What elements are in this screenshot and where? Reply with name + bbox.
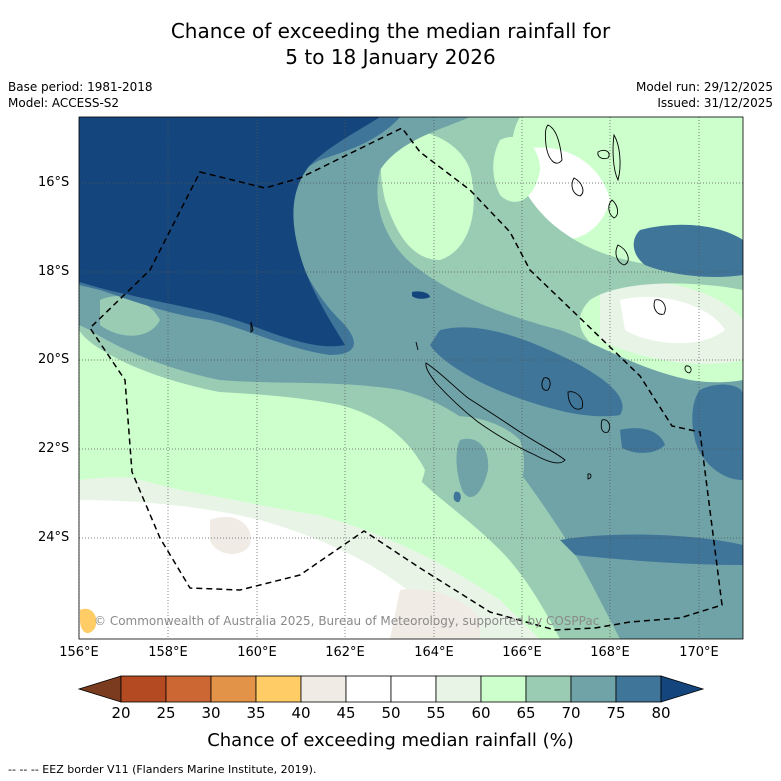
model-run: Model run: 29/12/2025 — [635, 80, 773, 94]
vanuatu-tanna — [653, 299, 666, 315]
vanuatu-espiritu-santo — [544, 124, 563, 164]
loyalty-island-3 — [600, 419, 611, 433]
colorbar-tick-40: 40 — [291, 704, 311, 722]
copyright-notice: © Commonwealth of Australia 2025, Bureau… — [94, 614, 600, 628]
colorbar-tick-50: 50 — [381, 704, 401, 722]
lon-label-160e: 160°E — [237, 645, 277, 660]
colorbar-tick-70: 70 — [561, 704, 581, 722]
title-line-1: Chance of exceeding the median rainfall … — [170, 19, 611, 43]
colorbar-bin-75-80 — [615, 675, 662, 703]
colorbar-extend-high — [660, 675, 705, 703]
colorbar-bin-35-40 — [255, 675, 302, 703]
eez-border — [89, 127, 723, 631]
vanuatu-efate — [608, 199, 619, 219]
colorbar-bin-40-45 — [300, 675, 347, 703]
colorbar-tick-75: 75 — [606, 704, 626, 722]
eez-footnote: -- -- -- EEZ border V11 (Flanders Marine… — [8, 763, 317, 776]
colorbar-tick-20: 20 — [111, 704, 131, 722]
colorbar-tick-25: 25 — [156, 704, 176, 722]
lat-label-18s: 18°S — [38, 264, 70, 279]
loyalty-island-2 — [567, 391, 584, 410]
lon-label-168e: 168°E — [590, 645, 630, 660]
island-dot-1 — [415, 341, 419, 351]
colorbar-tick-55: 55 — [426, 704, 446, 722]
vanuatu-erromango — [615, 244, 629, 266]
colorbar-tick-45: 45 — [336, 704, 356, 722]
colorbar-bin-45-50 — [345, 675, 392, 703]
colorbar-tick-30: 30 — [201, 704, 221, 722]
colorbar-extend-low — [77, 675, 122, 703]
colorbar-bin-65-70 — [525, 675, 572, 703]
colorbar-tick-65: 65 — [516, 704, 536, 722]
island-dot-2 — [587, 473, 592, 480]
lon-label-158e: 158°E — [148, 645, 188, 660]
colorbar-tick-80: 80 — [651, 704, 671, 722]
lon-label-164e: 164°E — [414, 645, 454, 660]
colorbar-bin-20-25 — [120, 675, 167, 703]
vanuatu-aneityum — [684, 365, 692, 374]
vanuatu-pentecost — [612, 133, 621, 182]
lon-label-166e: 166°E — [502, 645, 542, 660]
lat-label-16s: 16°S — [38, 175, 70, 190]
title-line-2: 5 to 18 January 2026 — [285, 45, 496, 69]
lat-label-20s: 20°S — [38, 352, 70, 367]
probability-field — [79, 117, 743, 639]
colorbar-tick-60: 60 — [471, 704, 491, 722]
vanuatu-island-small — [597, 149, 610, 160]
model-name: Model: ACCESS-S2 — [8, 96, 120, 110]
colorbar — [77, 675, 705, 703]
chesterfield-dot — [250, 321, 254, 334]
lat-label-24s: 24°S — [38, 530, 70, 545]
colorbar-bin-30-35 — [210, 675, 257, 703]
colorbar-bin-25-30 — [165, 675, 212, 703]
lon-label-170e: 170°E — [679, 645, 719, 660]
issued-date: Issued: 31/12/2025 — [657, 96, 773, 110]
map-title: Chance of exceeding the median rainfall … — [0, 18, 781, 70]
base-period: Base period: 1981-2018 — [8, 80, 153, 94]
colorbar-bin-50-55 — [390, 675, 437, 703]
new-caledonia-island — [425, 362, 566, 464]
loyalty-island-1 — [541, 377, 551, 391]
colorbar-bin-55-60 — [435, 675, 482, 703]
coastlines — [250, 124, 692, 480]
meta-left: Base period: 1981-2018 Model: ACCESS-S2 — [8, 79, 153, 111]
colorbar-title: Chance of exceeding median rainfall (%) — [207, 730, 574, 751]
colorbar-bin-70-75 — [570, 675, 617, 703]
lon-label-156e: 156°E — [59, 645, 99, 660]
meta-right: Model run: 29/12/2025 Issued: 31/12/2025 — [636, 79, 773, 111]
colorbar-tick-35: 35 — [246, 704, 266, 722]
vanuatu-malekula — [571, 177, 584, 197]
map-frame — [78, 116, 744, 640]
lon-label-162e: 162°E — [325, 645, 365, 660]
colorbar-bin-60-65 — [480, 675, 527, 703]
lat-label-22s: 22°S — [38, 441, 70, 456]
